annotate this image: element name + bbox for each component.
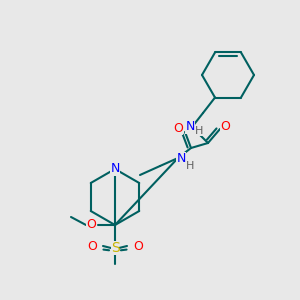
- Text: N: N: [185, 121, 195, 134]
- Text: N: N: [110, 163, 120, 176]
- Text: O: O: [133, 239, 143, 253]
- Text: H: H: [186, 161, 194, 171]
- Text: O: O: [87, 239, 97, 253]
- Text: N: N: [176, 152, 186, 164]
- Text: O: O: [220, 121, 230, 134]
- Text: H: H: [195, 126, 203, 136]
- Text: O: O: [173, 122, 183, 134]
- Text: S: S: [111, 241, 119, 255]
- Text: O: O: [86, 218, 96, 232]
